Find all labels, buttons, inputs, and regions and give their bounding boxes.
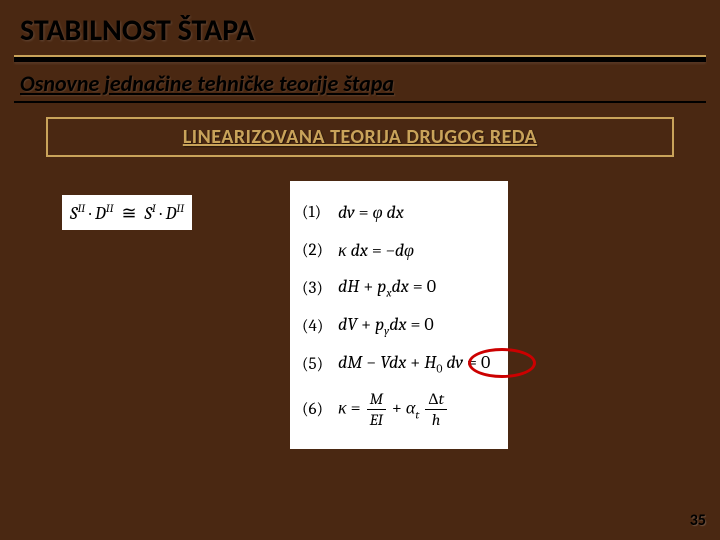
eq-num-2: (2) xyxy=(302,241,338,260)
eq-num-5: (5) xyxy=(302,355,338,374)
dot-1: · xyxy=(89,203,91,224)
eq-row-4: (4) dV + pydx = 0 xyxy=(302,309,490,343)
eq-body-6: κ = M EI + αt Δt h xyxy=(338,391,449,428)
eq-row-1: (1) dv = φ dx xyxy=(302,195,490,229)
sym-d1: D xyxy=(95,203,106,224)
eq-body-5: dM − Vdx + H0 dv = 0 xyxy=(338,352,490,376)
main-title: STABILNOST ŠTAPA xyxy=(0,0,720,53)
eq-body-3: dH + pxdx = 0 xyxy=(338,276,436,300)
subtitle-rule xyxy=(14,101,706,103)
equations-block: (1) dv = φ dx (2) κ dx = −dφ (3) dH + px… xyxy=(290,181,508,449)
approx: ≅ xyxy=(121,203,136,224)
sym-d2: D xyxy=(166,203,177,224)
dot-2: · xyxy=(160,203,162,224)
frac-2: Δt h xyxy=(425,391,447,428)
eq-num-3: (3) xyxy=(302,279,338,298)
eq-body-2: κ dx = −dφ xyxy=(338,240,414,261)
eq-num-4: (4) xyxy=(302,317,338,336)
eq-num-1: (1) xyxy=(302,203,338,222)
sup-i: I xyxy=(152,201,156,215)
page-number: 35 xyxy=(690,511,706,530)
sup-ii-1: II xyxy=(77,201,85,215)
sup-ii-3: II xyxy=(176,201,184,215)
eq-body-1: dv = φ dx xyxy=(338,202,404,223)
eq-row-2: (2) κ dx = −dφ xyxy=(302,233,490,267)
sup-ii-2: II xyxy=(106,201,114,215)
title-rule xyxy=(14,55,706,62)
eq-num-6: (6) xyxy=(302,400,338,419)
eq-row-3: (3) dH + pxdx = 0 xyxy=(302,271,490,305)
boxed-heading: LINEARIZOVANA TEORIJA DRUGOG REDA xyxy=(46,117,674,157)
highlight-ellipse xyxy=(468,348,536,378)
eq-body-4: dV + pydx = 0 xyxy=(338,314,434,338)
sym-s2: S xyxy=(144,203,151,224)
content-area: SII · DII ≅ SI · DII (1) dv = φ dx (2) κ… xyxy=(0,175,720,485)
boxed-heading-text: LINEARIZOVANA TEORIJA DRUGOG REDA xyxy=(183,125,537,149)
eq-row-5: (5) dM − Vdx + H0 dv = 0 xyxy=(302,347,490,381)
left-equation: SII · DII ≅ SI · DII xyxy=(62,195,192,230)
subtitle: Osnovne jednačine tehničke teorije štapa xyxy=(0,70,720,99)
frac-1: M EI xyxy=(367,391,386,428)
eq-row-6: (6) κ = M EI + αt Δt h xyxy=(302,385,490,433)
